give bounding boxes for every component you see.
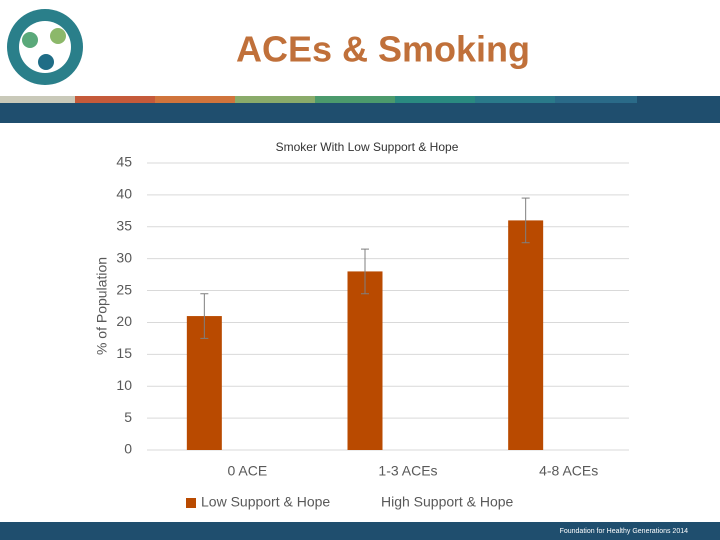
footer-band [0, 522, 720, 540]
y-tick-label: 20 [116, 313, 132, 329]
y-axis-label: % of Population [94, 257, 110, 355]
band-stripe [395, 96, 475, 103]
logo-dot [22, 32, 38, 48]
slide-title: ACEs & Smoking [236, 29, 530, 70]
chart-title: Smoker With Low Support & Hope [276, 140, 459, 154]
y-tick-label: 0 [124, 441, 132, 457]
y-tick-label: 15 [116, 345, 132, 361]
band-stripe [75, 96, 155, 103]
x-tick-label: 1-3 ACEs [378, 463, 437, 479]
band-stripe [235, 96, 315, 103]
y-tick-label: 35 [116, 217, 132, 233]
band-stripe [555, 96, 637, 103]
y-tick-label: 40 [116, 186, 132, 202]
bar [508, 220, 544, 450]
logo [7, 9, 83, 85]
legend-swatch [366, 498, 376, 508]
logo-dot [50, 28, 66, 44]
legend-swatch [186, 498, 196, 508]
band-stripe [475, 96, 555, 103]
x-tick-label: 4-8 ACEs [539, 463, 598, 479]
header-band [0, 96, 720, 123]
y-tick-label: 30 [116, 249, 132, 265]
legend-label: High Support & Hope [381, 494, 514, 510]
y-tick-label: 5 [124, 409, 132, 425]
error-bar [521, 197, 530, 244]
band-stripe [155, 96, 235, 103]
error-bar [361, 248, 369, 295]
legend-label: Low Support & Hope [201, 494, 330, 510]
footer-text: Foundation for Healthy Generations 2014 [560, 528, 689, 535]
logo-dot [38, 54, 54, 70]
error-bar [200, 293, 209, 339]
y-tick-label: 10 [116, 377, 132, 393]
bar [347, 271, 383, 450]
y-tick-label: 45 [116, 154, 132, 170]
band-stripe [0, 96, 75, 103]
y-tick-label: 25 [116, 281, 132, 297]
x-tick-label: 0 ACE [227, 463, 267, 479]
band-stripe [315, 96, 395, 103]
